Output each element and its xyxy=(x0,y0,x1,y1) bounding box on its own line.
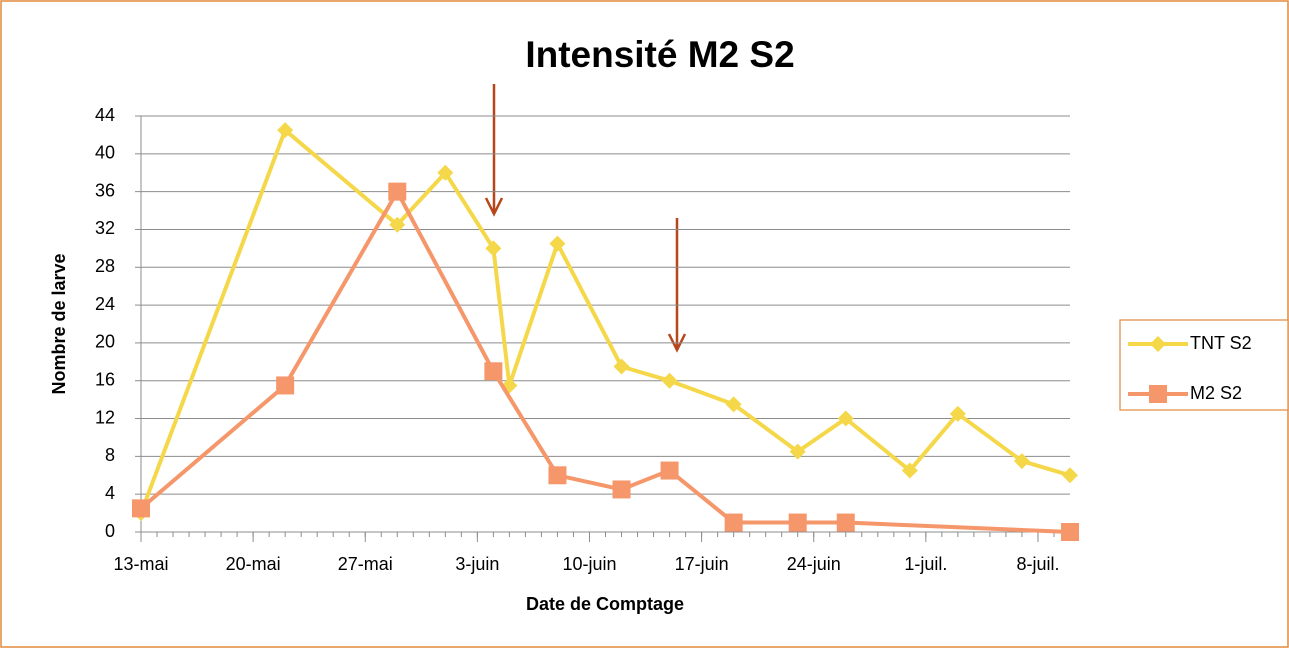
marker xyxy=(1013,453,1030,470)
x-tick-label: 8-juil. xyxy=(1016,554,1059,574)
marker xyxy=(1062,467,1078,484)
legend-marker xyxy=(1150,336,1166,352)
x-tick-label: 17-juin xyxy=(675,554,729,574)
legend-label: TNT S2 xyxy=(1190,333,1252,353)
y-tick-label: 36 xyxy=(95,180,115,200)
marker xyxy=(788,513,807,532)
marker xyxy=(789,443,806,460)
y-tick-label: 8 xyxy=(105,445,115,465)
series-line xyxy=(139,128,1071,514)
y-tick-label: 20 xyxy=(95,332,115,352)
arrow xyxy=(667,218,687,353)
marker xyxy=(437,164,454,181)
marker xyxy=(613,358,630,375)
marker xyxy=(548,466,567,485)
x-tick-label: 24-juin xyxy=(787,554,841,574)
marker xyxy=(549,235,566,252)
x-axis-title: Date de Comptage xyxy=(526,594,684,614)
marker xyxy=(836,513,855,532)
y-tick-label: 40 xyxy=(95,143,115,163)
marker xyxy=(276,376,295,395)
y-tick-label: 12 xyxy=(95,407,115,427)
x-tick-label: 27-mai xyxy=(338,554,393,574)
marker xyxy=(660,461,679,480)
y-tick-label: 32 xyxy=(95,218,115,238)
marker xyxy=(132,499,150,518)
marker xyxy=(485,240,502,257)
marker xyxy=(661,372,678,389)
marker xyxy=(484,362,503,381)
y-axis-title: Nombre de larve xyxy=(49,253,69,394)
x-tick-label: 10-juin xyxy=(562,554,616,574)
marker xyxy=(1061,523,1079,541)
x-tick-label: 13-mai xyxy=(113,554,168,574)
marker xyxy=(724,513,743,532)
arrow xyxy=(484,84,504,217)
marker xyxy=(389,216,406,233)
marker xyxy=(277,122,294,139)
marker xyxy=(949,405,966,422)
y-tick-label: 4 xyxy=(105,483,115,503)
marker xyxy=(612,480,631,499)
x-tick-label: 20-mai xyxy=(226,554,281,574)
x-tick-label: 1-juil. xyxy=(904,554,947,574)
y-tick-label: 16 xyxy=(95,369,115,389)
y-tick-label: 28 xyxy=(95,256,115,276)
marker xyxy=(837,410,854,427)
y-tick-label: 44 xyxy=(95,105,115,125)
marker xyxy=(901,462,918,479)
legend-marker xyxy=(1149,385,1167,403)
legend-label: M2 S2 xyxy=(1190,383,1242,403)
marker xyxy=(725,396,742,413)
chart-title: Intensité M2 S2 xyxy=(525,34,794,75)
marker xyxy=(388,182,407,201)
x-tick-label: 3-juin xyxy=(455,554,499,574)
y-tick-label: 0 xyxy=(105,521,115,541)
y-tick-label: 24 xyxy=(95,294,115,314)
